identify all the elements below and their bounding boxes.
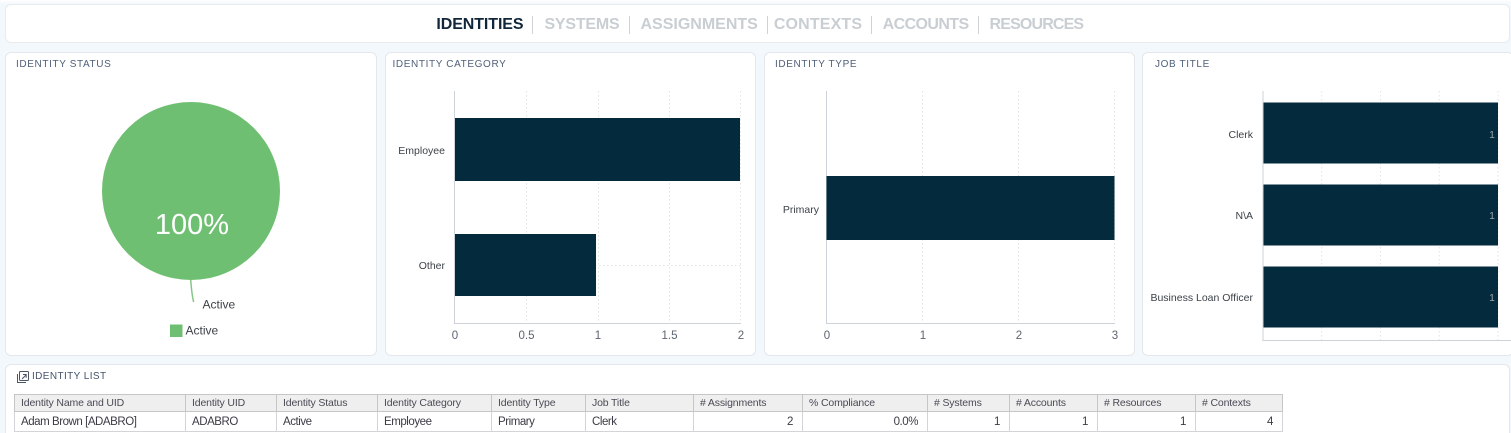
svg-text:Other: Other [419, 260, 446, 272]
svg-text:1.5: 1.5 [662, 330, 678, 342]
svg-text:1: 1 [1489, 292, 1495, 304]
svg-text:0: 0 [824, 330, 830, 342]
svg-text:Business Loan Officer: Business Loan Officer [1150, 292, 1253, 304]
svg-text:2: 2 [738, 330, 744, 342]
svg-text:Primary: Primary [783, 204, 820, 216]
svg-text:Active: Active [186, 324, 219, 338]
svg-text:2: 2 [1016, 330, 1022, 342]
svg-text:1: 1 [920, 330, 926, 342]
svg-text:1: 1 [1489, 210, 1495, 222]
svg-text:0.5: 0.5 [519, 330, 535, 342]
svg-text:3: 3 [1112, 330, 1118, 342]
svg-text:1: 1 [1489, 129, 1495, 141]
svg-text:1: 1 [595, 330, 601, 342]
svg-text:N\A: N\A [1235, 210, 1253, 222]
svg-text:Clerk: Clerk [1228, 129, 1253, 141]
svg-text:Employee: Employee [398, 145, 445, 157]
svg-text:0: 0 [452, 330, 458, 342]
svg-text:100%: 100% [155, 209, 229, 241]
svg-text:Active: Active [203, 298, 236, 312]
